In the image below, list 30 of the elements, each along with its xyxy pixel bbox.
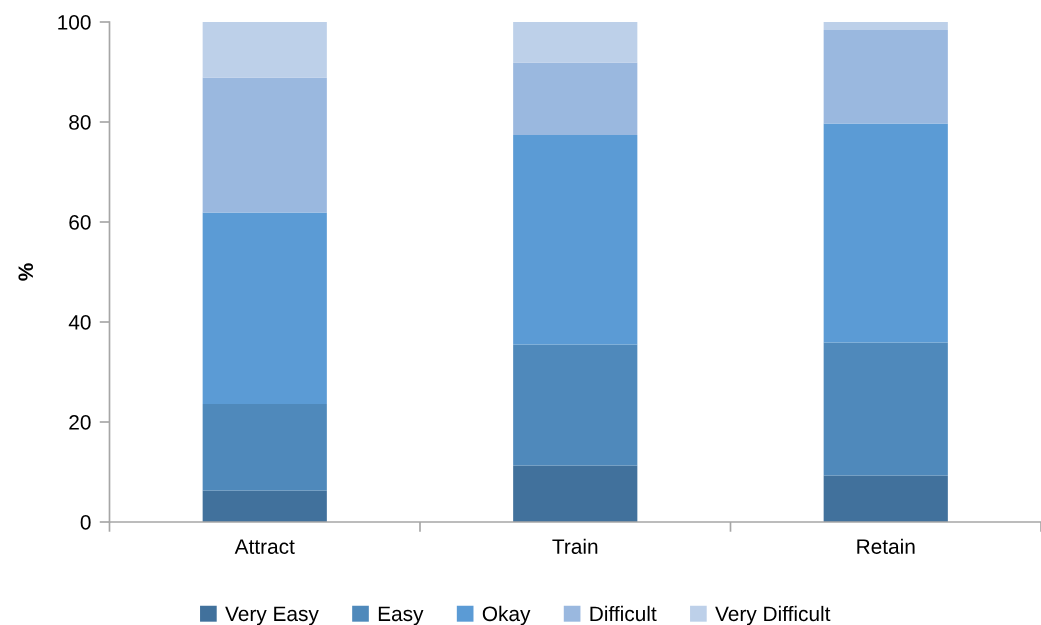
y-axis-title: % (18, 263, 34, 281)
bar (513, 465, 638, 522)
y-tick-label: 20 (69, 415, 91, 430)
bar (513, 344, 638, 466)
legend-label: Easy (378, 606, 424, 625)
bar (202, 404, 327, 491)
y-tick-label: 80 (69, 115, 91, 130)
legend-label: Very Easy (225, 606, 319, 625)
legend-label: Very Difficult (715, 605, 831, 625)
y-tick-label: 40 (68, 315, 91, 330)
bar (513, 62, 638, 135)
bar (823, 22, 948, 30)
bar (513, 22, 638, 63)
bar (823, 342, 948, 476)
bar (202, 212, 327, 404)
bar (823, 123, 948, 343)
x-tick-label: Attract (234, 539, 295, 554)
y-tick-label: 100 (58, 15, 91, 30)
bar (202, 22, 327, 78)
bar (823, 475, 948, 522)
x-tick-label: Retain (857, 538, 915, 554)
bar (202, 77, 327, 213)
legend-label: Okay (482, 605, 531, 625)
x-tick-label: Train (552, 538, 598, 554)
y-tick-label: 0 (80, 515, 91, 530)
legend-label: Difficult (590, 605, 657, 622)
bar (823, 30, 948, 124)
y-tick-label: 60 (69, 215, 91, 230)
bar (202, 490, 327, 522)
bar (513, 135, 638, 345)
